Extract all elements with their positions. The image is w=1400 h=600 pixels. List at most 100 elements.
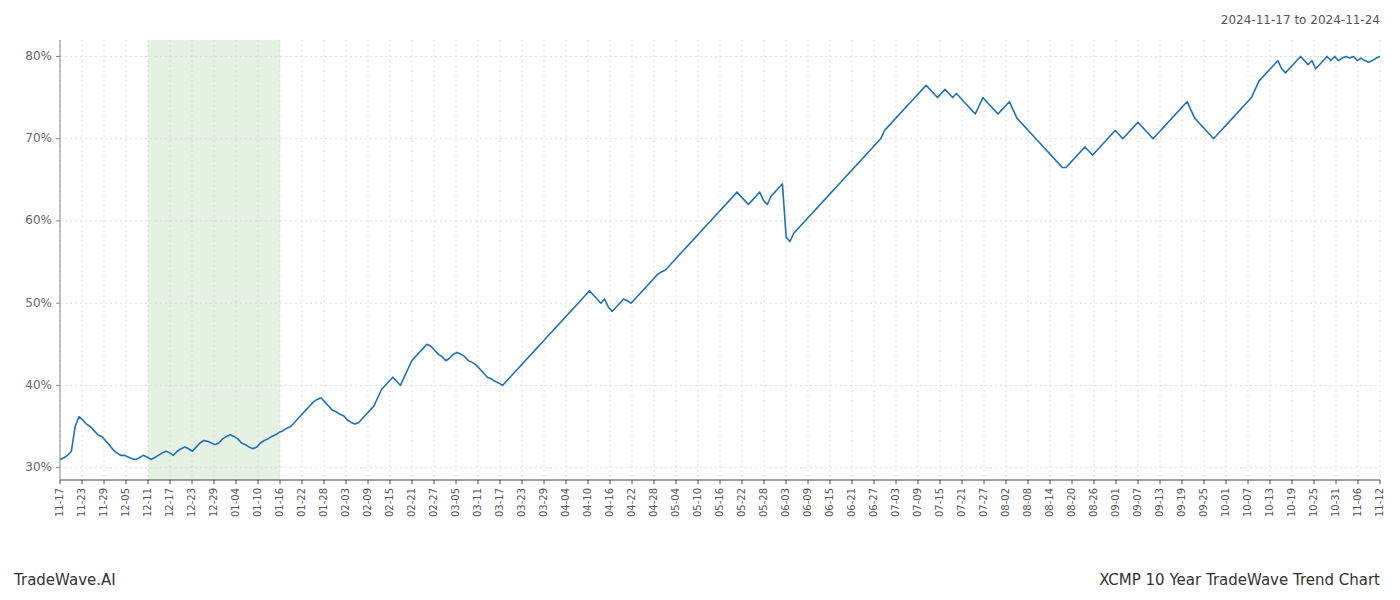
x-tick: [368, 480, 369, 484]
grid-line-x: [962, 40, 963, 480]
grid-line-x: [170, 40, 171, 480]
annotation: TradeWave.AI: [13, 571, 116, 589]
x-tick: [170, 480, 171, 484]
grid-line-x: [874, 40, 875, 480]
x-tick-label: 10-19: [1286, 488, 1297, 517]
grid-line-x: [368, 40, 369, 480]
x-tick: [808, 480, 809, 484]
grid-line-x: [544, 40, 545, 480]
x-tick: [1028, 480, 1029, 484]
x-tick: [280, 480, 281, 484]
x-tick-label: 07-09: [912, 488, 923, 517]
title: XCMP 10 Year TradeWave Trend Chart: [1099, 571, 1380, 589]
x-tick-label: 12-11: [142, 488, 153, 517]
grid-line-x: [1358, 40, 1359, 480]
x-tick: [1094, 480, 1095, 484]
x-tick-label: 04-16: [604, 488, 615, 517]
grid-line-x: [764, 40, 765, 480]
grid-line-x: [148, 40, 149, 480]
grid-line-x: [632, 40, 633, 480]
x-tick: [236, 480, 237, 484]
x-tick: [1336, 480, 1337, 484]
x-tick: [1072, 480, 1073, 484]
x-tick-label: 06-27: [868, 488, 879, 517]
grid-line-x: [434, 40, 435, 480]
grid-line-x: [918, 40, 919, 480]
grid-line-x: [984, 40, 985, 480]
x-tick: [588, 480, 589, 484]
grid-line-x: [82, 40, 83, 480]
x-tick-label: 03-23: [516, 488, 527, 517]
x-tick: [918, 480, 919, 484]
x-tick: [302, 480, 303, 484]
x-tick: [1050, 480, 1051, 484]
x-tick: [478, 480, 479, 484]
grid-line-x: [1336, 40, 1337, 480]
x-tick-label: 08-20: [1066, 488, 1077, 517]
grid-line-x: [698, 40, 699, 480]
grid-line-x: [1270, 40, 1271, 480]
x-tick-label: 09-19: [1176, 488, 1187, 517]
y-tick-label: 80%: [25, 49, 52, 63]
x-tick-label: 08-02: [1000, 488, 1011, 517]
grid-line-x: [940, 40, 941, 480]
x-tick-label: 01-10: [252, 488, 263, 517]
x-tick-label: 03-11: [472, 488, 483, 517]
grid-line-x: [588, 40, 589, 480]
shaded-span: [148, 40, 280, 480]
x-tick-label: 11-23: [76, 488, 87, 517]
x-tick: [698, 480, 699, 484]
x-tick: [60, 480, 61, 484]
x-tick: [940, 480, 941, 484]
x-tick-label: 07-27: [978, 488, 989, 517]
grid-line-x: [1314, 40, 1315, 480]
x-tick: [830, 480, 831, 484]
grid-line-x: [346, 40, 347, 480]
grid-line-x: [654, 40, 655, 480]
grid-line-x: [500, 40, 501, 480]
x-tick-label: 12-29: [208, 488, 219, 517]
x-tick: [1138, 480, 1139, 484]
grid-line-x: [1204, 40, 1205, 480]
x-tick-label: 12-23: [186, 488, 197, 517]
x-tick: [544, 480, 545, 484]
x-tick: [566, 480, 567, 484]
x-tick-label: 02-03: [340, 488, 351, 517]
y-tick-label: 70%: [25, 131, 52, 145]
x-tick-label: 07-03: [890, 488, 901, 517]
grid-line-x: [390, 40, 391, 480]
x-tick-label: 11-29: [98, 488, 109, 517]
grid-line-y: [60, 138, 1380, 139]
x-tick-label: 12-05: [120, 488, 131, 517]
x-tick-label: 03-17: [494, 488, 505, 517]
x-tick: [1182, 480, 1183, 484]
x-tick-label: 04-22: [626, 488, 637, 517]
x-tick-label: 05-10: [692, 488, 703, 517]
x-tick: [962, 480, 963, 484]
grid-line-x: [852, 40, 853, 480]
x-tick: [324, 480, 325, 484]
x-tick-label: 02-15: [384, 488, 395, 517]
x-tick-label: 02-21: [406, 488, 417, 517]
x-tick: [214, 480, 215, 484]
x-tick-label: 04-28: [648, 488, 659, 517]
y-tick-label: 60%: [25, 213, 52, 227]
x-tick: [148, 480, 149, 484]
x-tick: [984, 480, 985, 484]
grid-line-x: [1226, 40, 1227, 480]
y-tick: [56, 385, 60, 386]
x-tick-label: 05-22: [736, 488, 747, 517]
x-tick: [764, 480, 765, 484]
x-tick-label: 08-26: [1088, 488, 1099, 517]
grid-line-x: [258, 40, 259, 480]
grid-line-x: [280, 40, 281, 480]
x-tick-label: 11-06: [1352, 488, 1363, 517]
x-tick: [1204, 480, 1205, 484]
grid-line-x: [808, 40, 809, 480]
x-tick-label: 05-04: [670, 488, 681, 517]
x-tick-label: 05-28: [758, 488, 769, 517]
y-tick: [56, 56, 60, 57]
x-tick: [412, 480, 413, 484]
grid-line-x: [742, 40, 743, 480]
grid-line-x: [214, 40, 215, 480]
